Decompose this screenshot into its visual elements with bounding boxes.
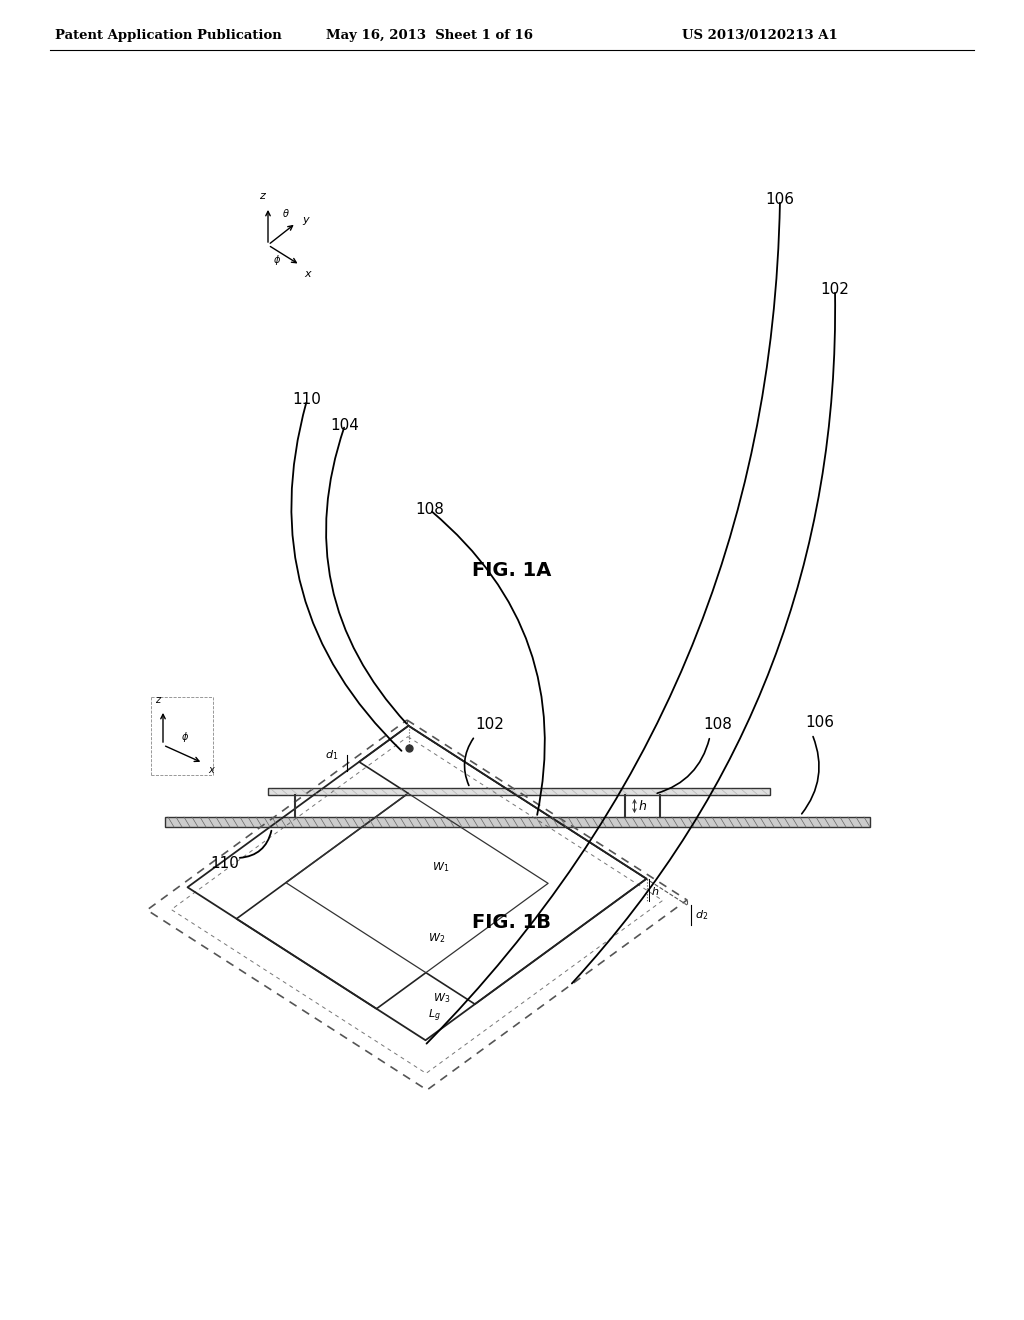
Text: 106: 106: [766, 193, 795, 207]
Text: 110: 110: [211, 855, 240, 870]
Text: y: y: [302, 215, 308, 224]
Text: 102: 102: [475, 717, 505, 733]
Text: x: x: [208, 766, 214, 775]
Text: $\phi$: $\phi$: [181, 730, 189, 744]
Text: z: z: [259, 191, 265, 201]
Text: h: h: [651, 887, 658, 896]
Text: 104: 104: [331, 417, 359, 433]
Text: $W_2$: $W_2$: [428, 932, 445, 945]
Text: 108: 108: [416, 503, 444, 517]
Text: x: x: [304, 269, 310, 279]
Text: h: h: [639, 800, 646, 813]
Text: $L_g$: $L_g$: [428, 1007, 441, 1024]
Text: May 16, 2013  Sheet 1 of 16: May 16, 2013 Sheet 1 of 16: [327, 29, 534, 42]
Text: z: z: [156, 696, 161, 705]
Text: 106: 106: [806, 715, 835, 730]
Bar: [165, 817, 870, 828]
Bar: [268, 788, 770, 795]
Text: 110: 110: [293, 392, 322, 408]
Text: $W_3$: $W_3$: [432, 991, 450, 1006]
Text: FIG. 1A: FIG. 1A: [472, 561, 552, 579]
Text: $d_2$: $d_2$: [695, 908, 709, 921]
Text: $\phi$: $\phi$: [273, 253, 282, 267]
Text: 108: 108: [703, 717, 732, 733]
Text: Patent Application Publication: Patent Application Publication: [54, 29, 282, 42]
Text: 102: 102: [820, 282, 850, 297]
Text: $W_1$: $W_1$: [432, 861, 450, 874]
Text: US 2013/0120213 A1: US 2013/0120213 A1: [682, 29, 838, 42]
Text: $d_1$: $d_1$: [326, 748, 339, 762]
Text: FIG. 1B: FIG. 1B: [472, 912, 552, 932]
Text: $\theta$: $\theta$: [282, 207, 290, 219]
